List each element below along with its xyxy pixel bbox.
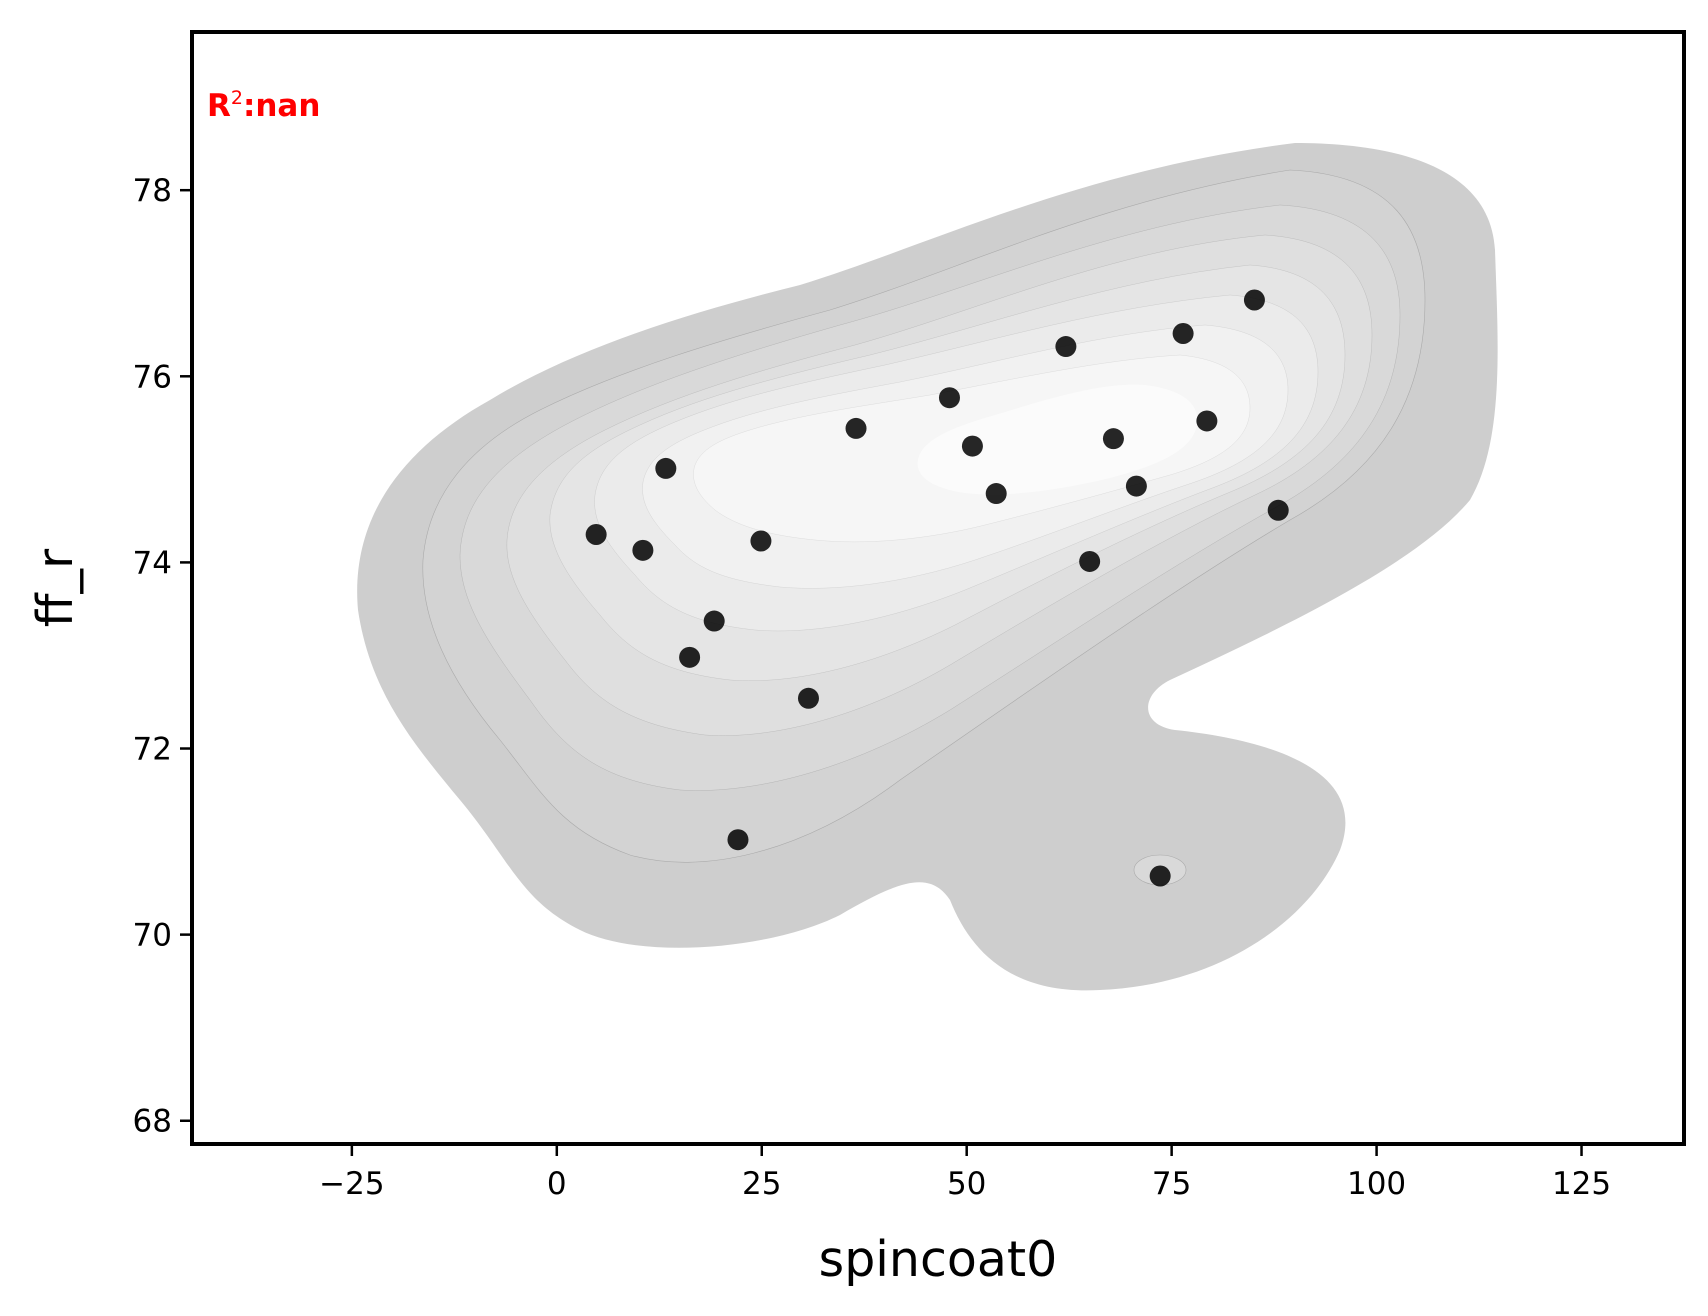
data-point xyxy=(727,829,749,851)
x-tick-label: 50 xyxy=(947,1166,986,1202)
data-point xyxy=(1196,410,1218,432)
data-point xyxy=(750,530,772,552)
data-point xyxy=(845,417,867,439)
data-point xyxy=(1149,865,1171,887)
r-squared-prefix: R xyxy=(207,88,231,124)
data-point xyxy=(938,387,960,409)
data-point xyxy=(1125,475,1147,497)
x-tick-label: 125 xyxy=(1552,1166,1611,1202)
data-point xyxy=(1079,550,1101,572)
y-tick-label: 74 xyxy=(133,545,172,581)
y-tick-label: 70 xyxy=(133,918,172,954)
data-point xyxy=(797,687,819,709)
x-tick-label: −25 xyxy=(319,1166,384,1202)
data-point xyxy=(585,523,607,545)
y-tick-label: 72 xyxy=(133,732,172,768)
r-squared-superscript: 2 xyxy=(231,87,243,109)
y-tick-label: 76 xyxy=(133,359,172,395)
x-tick-label: 75 xyxy=(1152,1166,1191,1202)
y-axis-title: ff_r xyxy=(27,548,84,627)
x-tick-label: 25 xyxy=(742,1166,781,1202)
data-point xyxy=(679,646,701,668)
plot-frame xyxy=(190,30,1686,1146)
x-tick-label: 100 xyxy=(1347,1166,1406,1202)
data-point xyxy=(632,539,654,561)
density-contour-peak xyxy=(917,384,1198,495)
data-point xyxy=(703,610,725,632)
data-point xyxy=(1055,336,1077,358)
data-point xyxy=(1243,289,1265,311)
data-point xyxy=(1172,322,1194,344)
data-point xyxy=(961,435,983,457)
data-point xyxy=(655,457,677,479)
data-point xyxy=(985,483,1007,505)
data-point xyxy=(1102,428,1124,450)
x-axis-title: spincoat0 xyxy=(819,1231,1058,1288)
data-point xyxy=(1267,499,1289,521)
y-tick-label: 68 xyxy=(133,1104,172,1140)
x-tick-label: 0 xyxy=(547,1166,567,1202)
density-contours xyxy=(357,143,1498,991)
y-tick-label: 78 xyxy=(133,173,172,209)
r-squared-annotation: R2:nan xyxy=(207,87,320,124)
r-squared-value: :nan xyxy=(243,88,320,124)
